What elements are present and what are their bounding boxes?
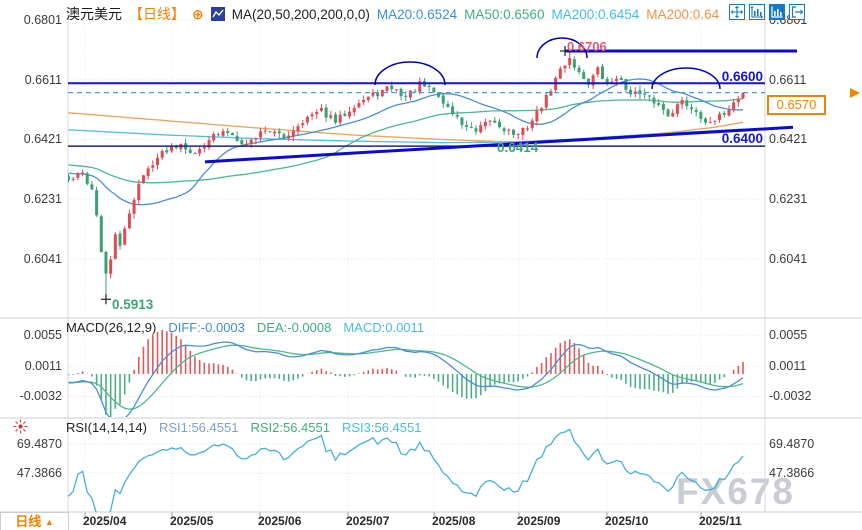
symbol-name: 澳元美元 — [66, 6, 122, 22]
macd-axis-right-0: 0.0055 — [769, 328, 808, 342]
period-tag: 【日线】 — [129, 6, 185, 22]
chart-toolbar — [729, 4, 805, 20]
rsi2-value: RSI2:56.4551 — [250, 420, 330, 435]
ma200b-value: MA200:0.64 — [646, 6, 720, 22]
price-axis-left-0: 0.6801 — [23, 13, 62, 27]
price-axis-right-4: 0.6041 — [769, 252, 808, 266]
exit-chart-icon[interactable] — [789, 4, 805, 20]
latest-price-arrow-icon[interactable] — [848, 85, 862, 99]
price-axis-left-2: 0.6421 — [23, 132, 62, 146]
x-axis-label-5: 2025/09 — [517, 514, 561, 528]
x-axis-label-4: 2025/08 — [432, 514, 476, 528]
macd-diff-value: DIFF:-0.0003 — [168, 320, 245, 335]
upper-level-label: 0.6600 — [721, 69, 763, 84]
macd-layer — [68, 330, 744, 417]
ma-params-label: MA(20,50,200,200,0,0) — [231, 6, 370, 22]
ma50-value: MA50:0.6560 — [464, 6, 545, 22]
pan-move-icon[interactable] — [729, 4, 745, 20]
ma20-value: MA20:0.6524 — [376, 6, 458, 22]
lower-level-label: 0.6400 — [721, 131, 763, 146]
chevron-up-icon: ▲ — [44, 517, 54, 527]
low-price-label: 0.5913 — [112, 297, 154, 312]
rsi-axis-right-1: 47.3866 — [769, 466, 815, 480]
alert-sun-icon — [13, 419, 28, 434]
rsi-title: RSI(14,14,14) — [66, 420, 147, 435]
rsi1-value: RSI1:56.4551 — [158, 420, 239, 435]
fit-axis-active-icon[interactable] — [769, 4, 785, 20]
chart-type-icon[interactable] — [210, 7, 225, 21]
level-lines — [68, 49, 797, 164]
price-axis-right-3: 0.6231 — [769, 192, 808, 206]
period-dropdown-button[interactable]: 日线 ▲ — [0, 512, 69, 530]
price-axis-right-2: 0.6421 — [769, 132, 808, 146]
fit-axis-icon[interactable] — [749, 4, 765, 20]
macd-header: MACD(26,12,9) DIFF:-0.0003 DEA:-0.0008 M… — [66, 320, 424, 335]
macd-hist-value: MACD:0.0011 — [343, 320, 425, 335]
price-axis-left-3: 0.6231 — [23, 192, 62, 206]
macd-axis-left-0: 0.0055 — [23, 328, 62, 342]
macd-dea-value: DEA:-0.0008 — [256, 320, 332, 335]
price-axis-left-1: 0.6611 — [24, 73, 62, 87]
price-axis-right-1: 0.6611 — [769, 73, 807, 87]
ma-touch-label: 0.6414 — [497, 140, 539, 155]
x-axis-label-6: 2025/10 — [605, 514, 649, 528]
macd-axis-left-1: 0.0011 — [24, 359, 62, 373]
candles-layer — [68, 49, 745, 300]
rsi-layer — [68, 428, 744, 512]
ma200a-value: MA200:0.6454 — [551, 6, 640, 22]
x-axis-label-1: 2025/05 — [170, 514, 214, 528]
macd-axis-right-1: 0.0011 — [769, 359, 807, 373]
x-axis-label-2: 2025/06 — [258, 514, 302, 528]
panel-frame — [0, 8, 862, 513]
price-axis-left-4: 0.6041 — [23, 252, 62, 266]
watermark: FX678 — [676, 471, 796, 512]
rsi-header: RSI(14,14,14) RSI1:56.4551 RSI2:56.4551 … — [66, 420, 421, 435]
macd-axis-right-2: -0.0032 — [769, 389, 812, 403]
add-indicator-icon[interactable]: ⊕ — [192, 5, 204, 22]
x-axis-label-7: 2025/11 — [699, 514, 742, 528]
current-price-tag: 0.6570 — [767, 95, 826, 115]
x-axis-label-3: 2025/07 — [346, 514, 390, 528]
period-button-label: 日线 — [15, 514, 42, 529]
chart-header: 澳元美元 【日线】 ⊕ MA(20,50,200,200,0,0) MA20:0… — [66, 4, 719, 24]
arc-annotations — [100, 37, 721, 305]
rsi3-value: RSI3:56.4551 — [341, 420, 422, 435]
rsi-axis-left-0: 69.4870 — [16, 437, 62, 451]
x-axis-label-0: 2025/04 — [83, 514, 127, 528]
macd-title: MACD(26,12,9) — [66, 320, 157, 335]
resistance-price-label: 0.6706 — [567, 39, 607, 54]
chart-plot-area[interactable] — [68, 8, 765, 512]
macd-axis-left-2: -0.0032 — [19, 389, 62, 403]
rsi-axis-left-1: 47.3866 — [16, 466, 62, 480]
rsi-axis-right-0: 69.4870 — [769, 437, 815, 451]
